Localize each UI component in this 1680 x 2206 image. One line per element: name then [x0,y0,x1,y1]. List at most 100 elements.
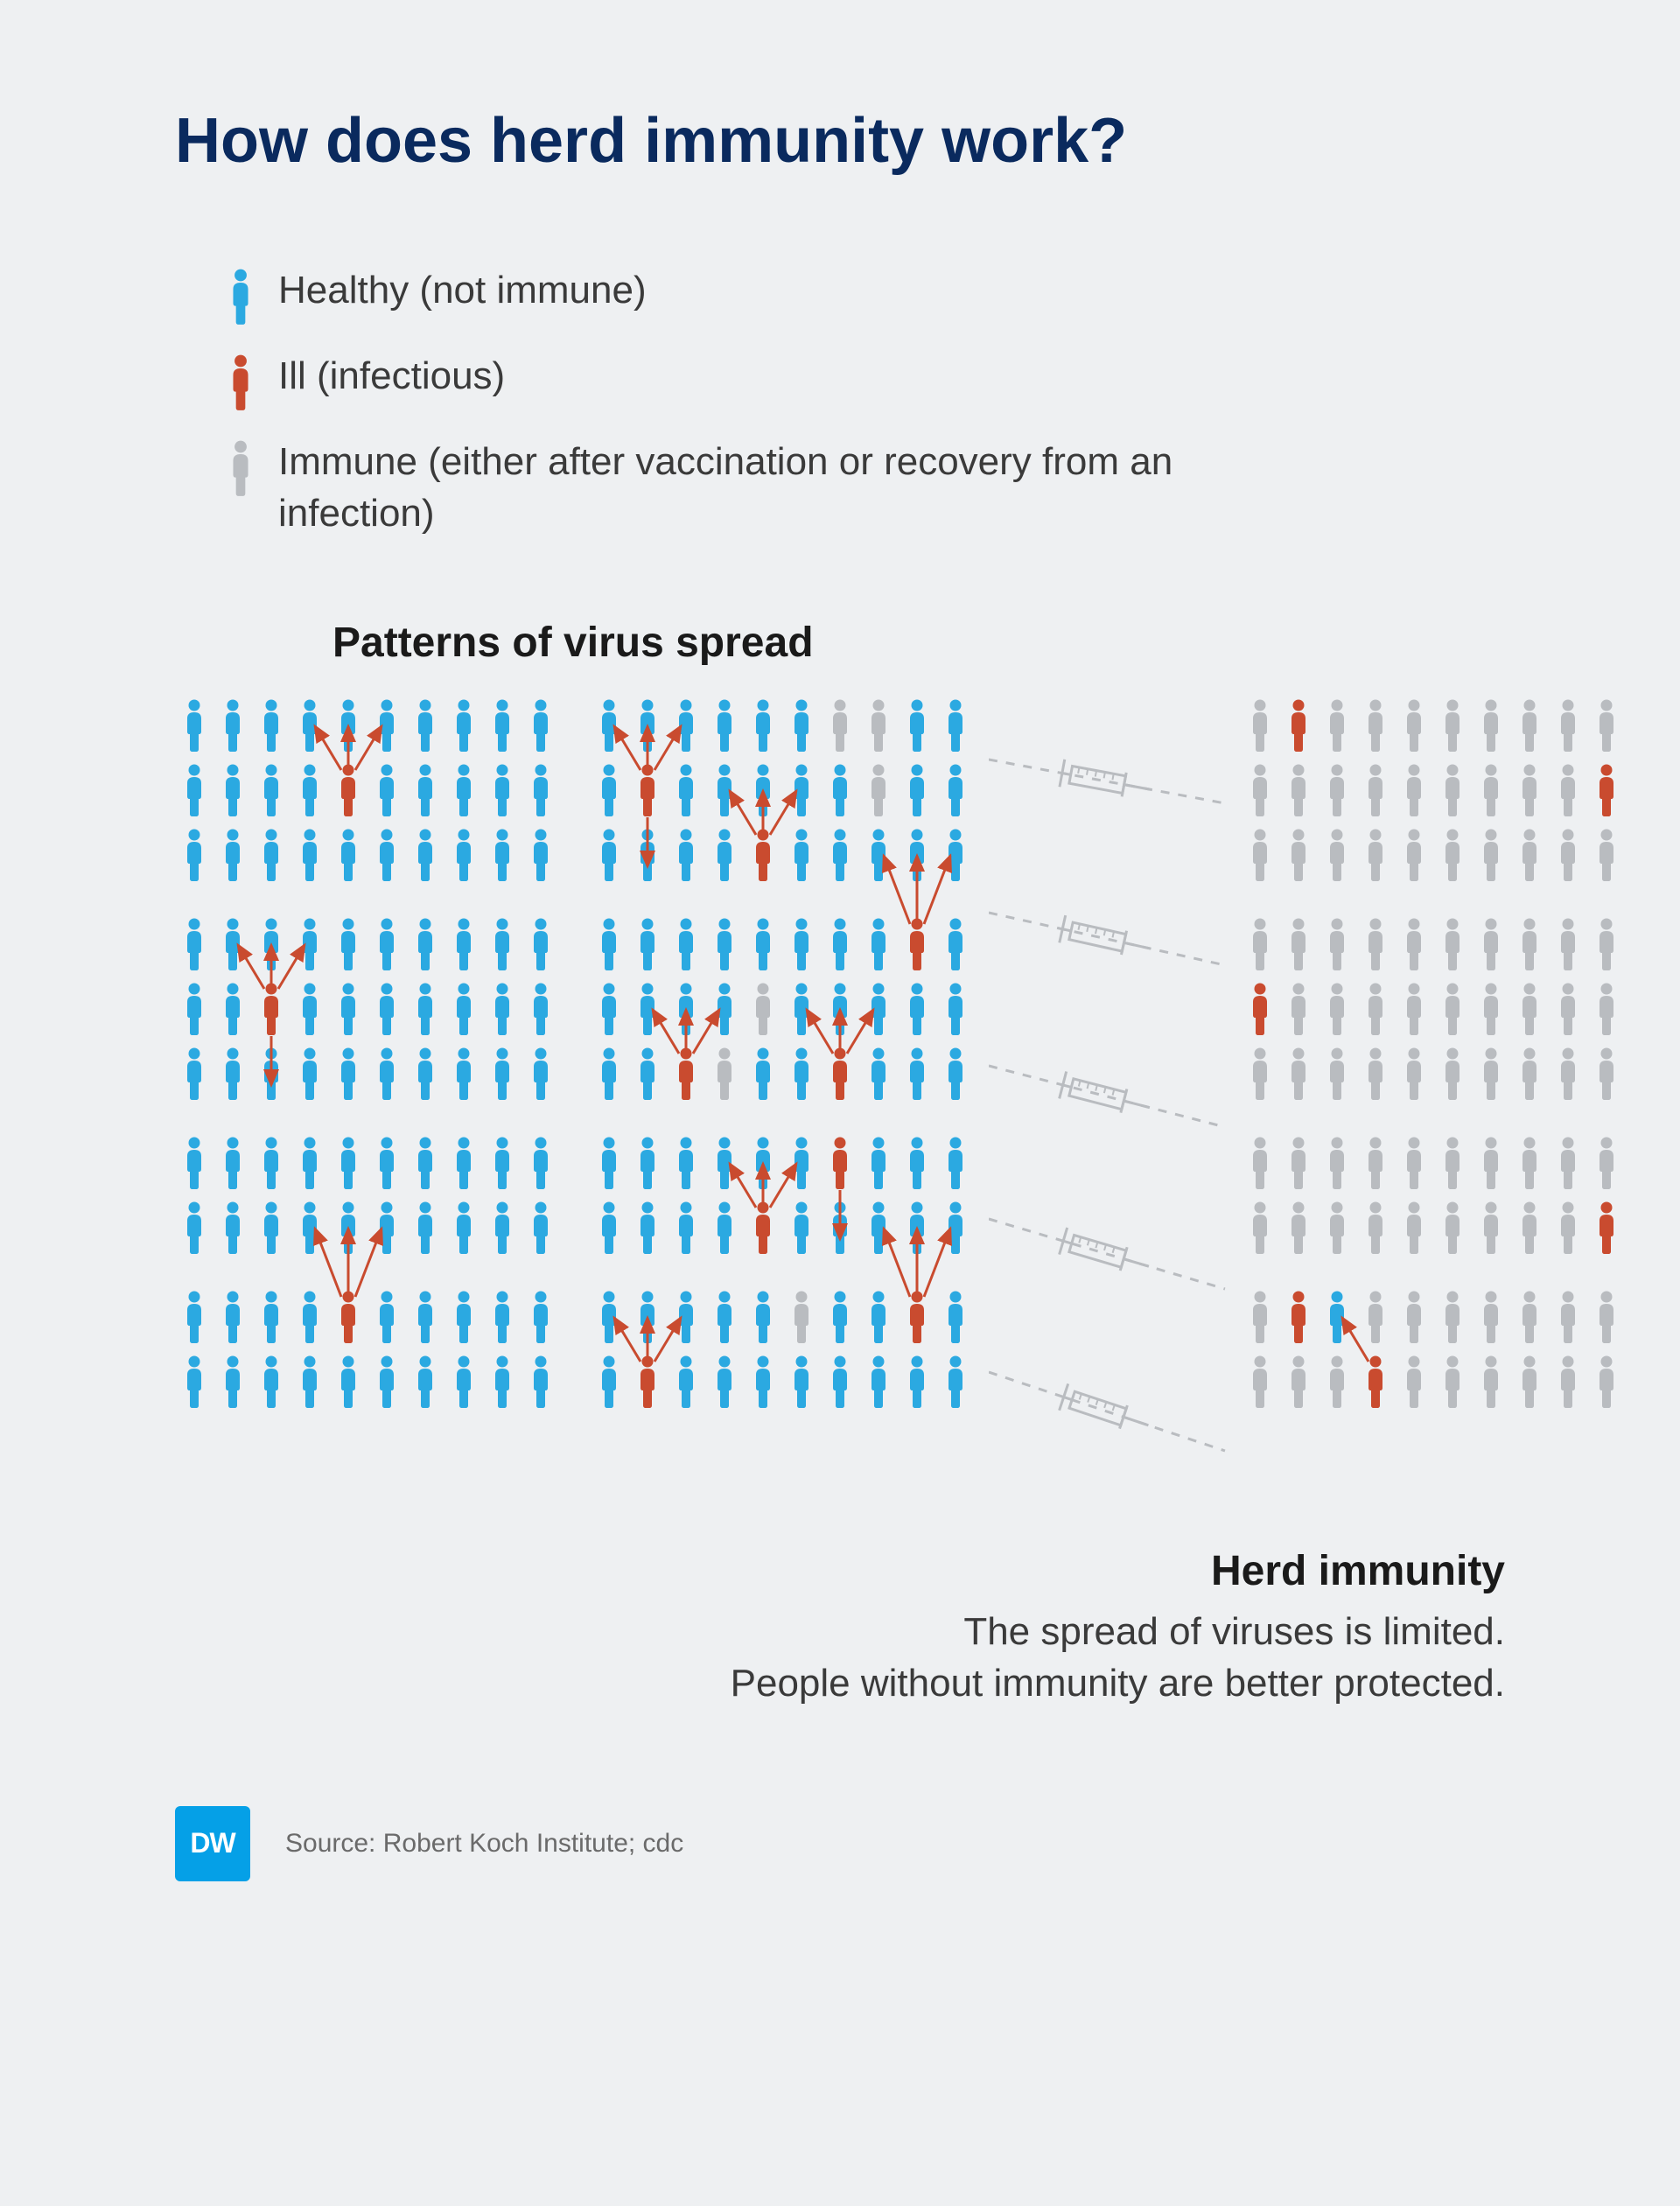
person-icon [1479,1136,1503,1190]
person-icon [597,1355,621,1409]
person-healthy [667,1201,705,1265]
person-immune [859,698,898,763]
person-healthy [290,763,329,828]
person-healthy [590,1290,628,1355]
person-icon [828,1136,852,1190]
person-immune [1587,828,1626,893]
person-icon [1286,828,1311,882]
person-icon [220,982,245,1036]
person-healthy [705,1290,744,1355]
person-healthy [175,1136,214,1201]
person-healthy [859,1290,898,1355]
person-healthy [705,1136,744,1201]
person-icon [943,1136,968,1190]
grid-row [1241,917,1626,982]
person-icon [1594,828,1619,882]
person-healthy [705,698,744,763]
person-healthy [329,982,368,1047]
person-immune [1241,763,1279,828]
person-icon [1325,1047,1349,1101]
person-icon [1325,1290,1349,1344]
person-immune [1510,828,1549,893]
person-icon [490,1136,514,1190]
person-icon [905,698,929,753]
person-healthy [406,1355,444,1419]
person-icon [298,917,322,971]
person-healthy [444,1201,483,1265]
person-healthy [175,763,214,828]
person-icon [259,1047,284,1101]
person-icon [866,828,891,882]
person-icon [1594,1047,1619,1101]
person-icon [1402,763,1426,817]
person-icon [182,763,206,817]
person-icon [220,1355,245,1409]
person-icon [298,828,322,882]
person-healthy [667,828,705,893]
person-immune [1549,1047,1587,1111]
person-icon [182,1355,206,1409]
source-text: Source: Robert Koch Institute; cdc [285,1829,683,1859]
person-icon [789,1201,814,1255]
person-icon [1363,1201,1388,1255]
person-immune [1241,1290,1279,1355]
person-icon [1363,1047,1388,1101]
person-healthy [936,763,975,828]
person-icon [789,1136,814,1190]
person-icon [1594,982,1619,1036]
person-icon [674,1136,698,1190]
person-icon [597,1201,621,1255]
person-icon [374,698,399,753]
person-healthy [522,1290,560,1355]
caption-title: Herd immunity [175,1547,1505,1595]
person-healthy [821,763,859,828]
person-icon [674,763,698,817]
person-immune [1510,1201,1549,1265]
person-healthy [821,1355,859,1419]
person-ill [667,1047,705,1111]
person-healthy [406,1201,444,1265]
person-icon [674,1201,698,1255]
person-icon [182,1136,206,1190]
person-icon [1556,1201,1580,1255]
person-healthy [444,1047,483,1111]
legend-item-healthy: Healthy (not immune) [228,264,1505,326]
person-icon [866,1290,891,1344]
legend: Healthy (not immune) Ill (infectious) Im… [228,264,1505,540]
person-icon [635,1201,660,1255]
person-icon [1325,917,1349,971]
person-icon [298,698,322,753]
person-icon [635,1047,660,1101]
person-icon [866,1047,891,1101]
person-healthy [744,698,782,763]
person-immune [705,1047,744,1111]
person-icon [1248,763,1272,817]
grid-row [175,1290,560,1355]
person-ill [1279,1290,1318,1355]
person-icon [1594,917,1619,971]
person-icon [1517,1136,1542,1190]
person-healthy [782,917,821,982]
person-healthy [936,1290,975,1355]
person-icon [1286,1355,1311,1409]
person-immune [1395,698,1433,763]
person-icon [490,828,514,882]
person-healthy [214,1290,252,1355]
person-healthy [290,698,329,763]
person-icon [374,917,399,971]
person-icon [1402,698,1426,753]
person-healthy [290,828,329,893]
person-icon [1594,1201,1619,1255]
person-healthy [175,828,214,893]
person-healthy [936,1136,975,1201]
person-healthy [175,1355,214,1419]
person-healthy [590,982,628,1047]
person-icon [1363,917,1388,971]
grid-row [175,763,560,828]
person-immune [1510,1047,1549,1111]
person-healthy [406,1047,444,1111]
person-healthy [898,1047,936,1111]
grid-row [1241,828,1626,893]
person-immune [1472,1136,1510,1201]
person-icon [259,982,284,1036]
